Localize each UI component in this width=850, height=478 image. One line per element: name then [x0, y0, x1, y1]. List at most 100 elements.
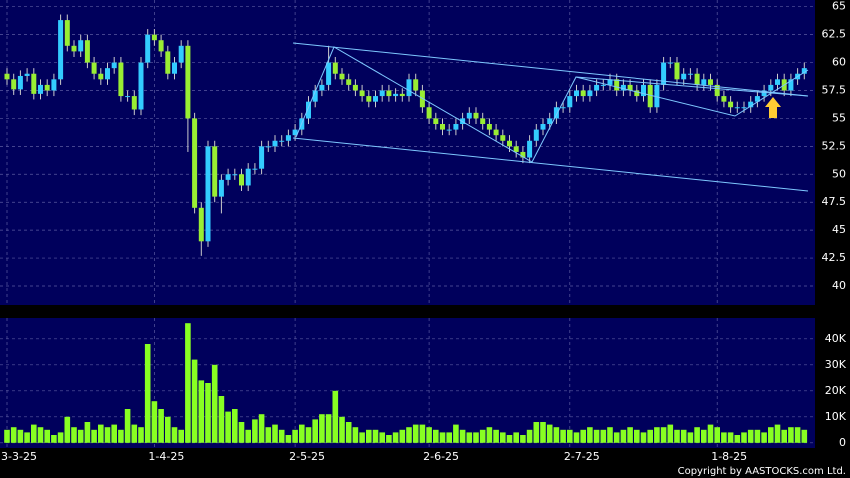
candle-body	[721, 96, 727, 102]
volume-bar	[426, 427, 432, 443]
y-tick-label: 55	[832, 111, 846, 124]
candle-body	[165, 51, 171, 74]
candle-body	[547, 118, 553, 125]
volume-bar	[185, 323, 191, 443]
candle-body	[151, 34, 157, 41]
candle-body	[158, 40, 164, 52]
volume-bar	[453, 424, 459, 443]
candle-body	[560, 107, 566, 109]
candle-body	[78, 40, 84, 52]
candle-body	[326, 62, 332, 85]
volume-bar	[520, 435, 526, 443]
volume-bar	[654, 427, 660, 443]
candle-body	[520, 151, 526, 158]
volume-bar	[205, 383, 211, 443]
volume-bar	[486, 427, 493, 443]
trend-line	[575, 76, 809, 97]
volume-bar	[325, 414, 332, 443]
volume-bar	[640, 432, 647, 443]
volume-bar	[788, 427, 794, 443]
volume-bar	[238, 422, 245, 443]
volume-bar	[225, 411, 231, 443]
volume-bar	[567, 429, 573, 443]
candle-body	[379, 90, 385, 97]
candle-body	[285, 135, 291, 141]
candle-body	[145, 34, 151, 63]
volume-bar	[801, 429, 808, 443]
candle-body	[500, 135, 506, 141]
candle-body	[466, 112, 472, 119]
volume-bar	[607, 427, 613, 443]
candle-body	[748, 101, 754, 108]
candle-body	[634, 90, 640, 97]
y-tick-label: 65	[832, 0, 846, 13]
volume-bar	[513, 432, 519, 443]
volume-bar	[232, 409, 238, 443]
volume-bar	[714, 427, 720, 443]
candle-body	[714, 84, 720, 97]
candle-body	[64, 20, 70, 46]
volume-bar	[104, 427, 111, 443]
x-tick-label: 1-8-25	[711, 450, 747, 463]
volume-bar	[446, 432, 452, 443]
volume-bar	[439, 432, 446, 443]
volume-bar	[319, 414, 325, 443]
volume-bar	[573, 432, 580, 443]
candle-body	[741, 107, 747, 109]
volume-bar	[278, 429, 285, 443]
volume-bar	[258, 414, 265, 443]
volume-bar	[687, 432, 694, 443]
x-tick-label: 2-7-25	[564, 450, 600, 463]
volume-bar	[433, 429, 439, 443]
candle-body	[339, 73, 345, 80]
volume-bar	[546, 424, 553, 443]
candle-body	[594, 84, 600, 91]
candle-body	[687, 73, 693, 75]
candle-body	[553, 107, 559, 119]
volume-bar	[44, 429, 50, 443]
volume-bar	[84, 422, 91, 443]
volume-bar	[734, 435, 741, 443]
volume-bar	[727, 432, 734, 443]
volume-bar	[77, 429, 84, 443]
candle-body	[681, 73, 687, 80]
candle-body	[259, 146, 265, 169]
candle-body	[413, 79, 419, 91]
volume-bar	[620, 429, 627, 443]
volume-bar	[191, 359, 198, 443]
candle-body	[131, 96, 137, 110]
volume-bar	[721, 432, 727, 443]
candle-body	[734, 107, 740, 109]
volume-bar	[158, 409, 164, 443]
volume-bar	[560, 429, 566, 443]
candle-body	[265, 146, 271, 148]
volume-bar	[218, 396, 225, 443]
candle-body	[292, 129, 298, 136]
candle-body	[178, 45, 184, 63]
volume-bar	[761, 432, 767, 443]
volume-bar	[386, 435, 392, 443]
candle-body	[44, 84, 50, 91]
candle-body	[406, 79, 412, 97]
candle-body	[218, 179, 224, 197]
candle-body	[38, 84, 43, 94]
volume-bar	[4, 429, 10, 443]
volume-bar	[345, 422, 352, 443]
candle-body	[701, 79, 707, 85]
volume-bar	[359, 432, 365, 443]
volume-bar	[272, 424, 278, 443]
volume-bar	[372, 429, 379, 443]
volume-bar	[171, 427, 178, 443]
candle-body	[587, 90, 593, 97]
candle-body	[245, 168, 251, 186]
y-tick-label: 60	[832, 56, 846, 69]
volume-bar	[178, 429, 184, 443]
volume-bar	[587, 427, 593, 443]
volume-bar	[600, 429, 607, 443]
candle-body	[17, 75, 23, 90]
candle-body	[708, 79, 713, 85]
volume-bar	[392, 432, 399, 443]
candle-body	[58, 20, 64, 80]
volume-bar	[131, 424, 138, 443]
volume-bar	[412, 424, 419, 443]
